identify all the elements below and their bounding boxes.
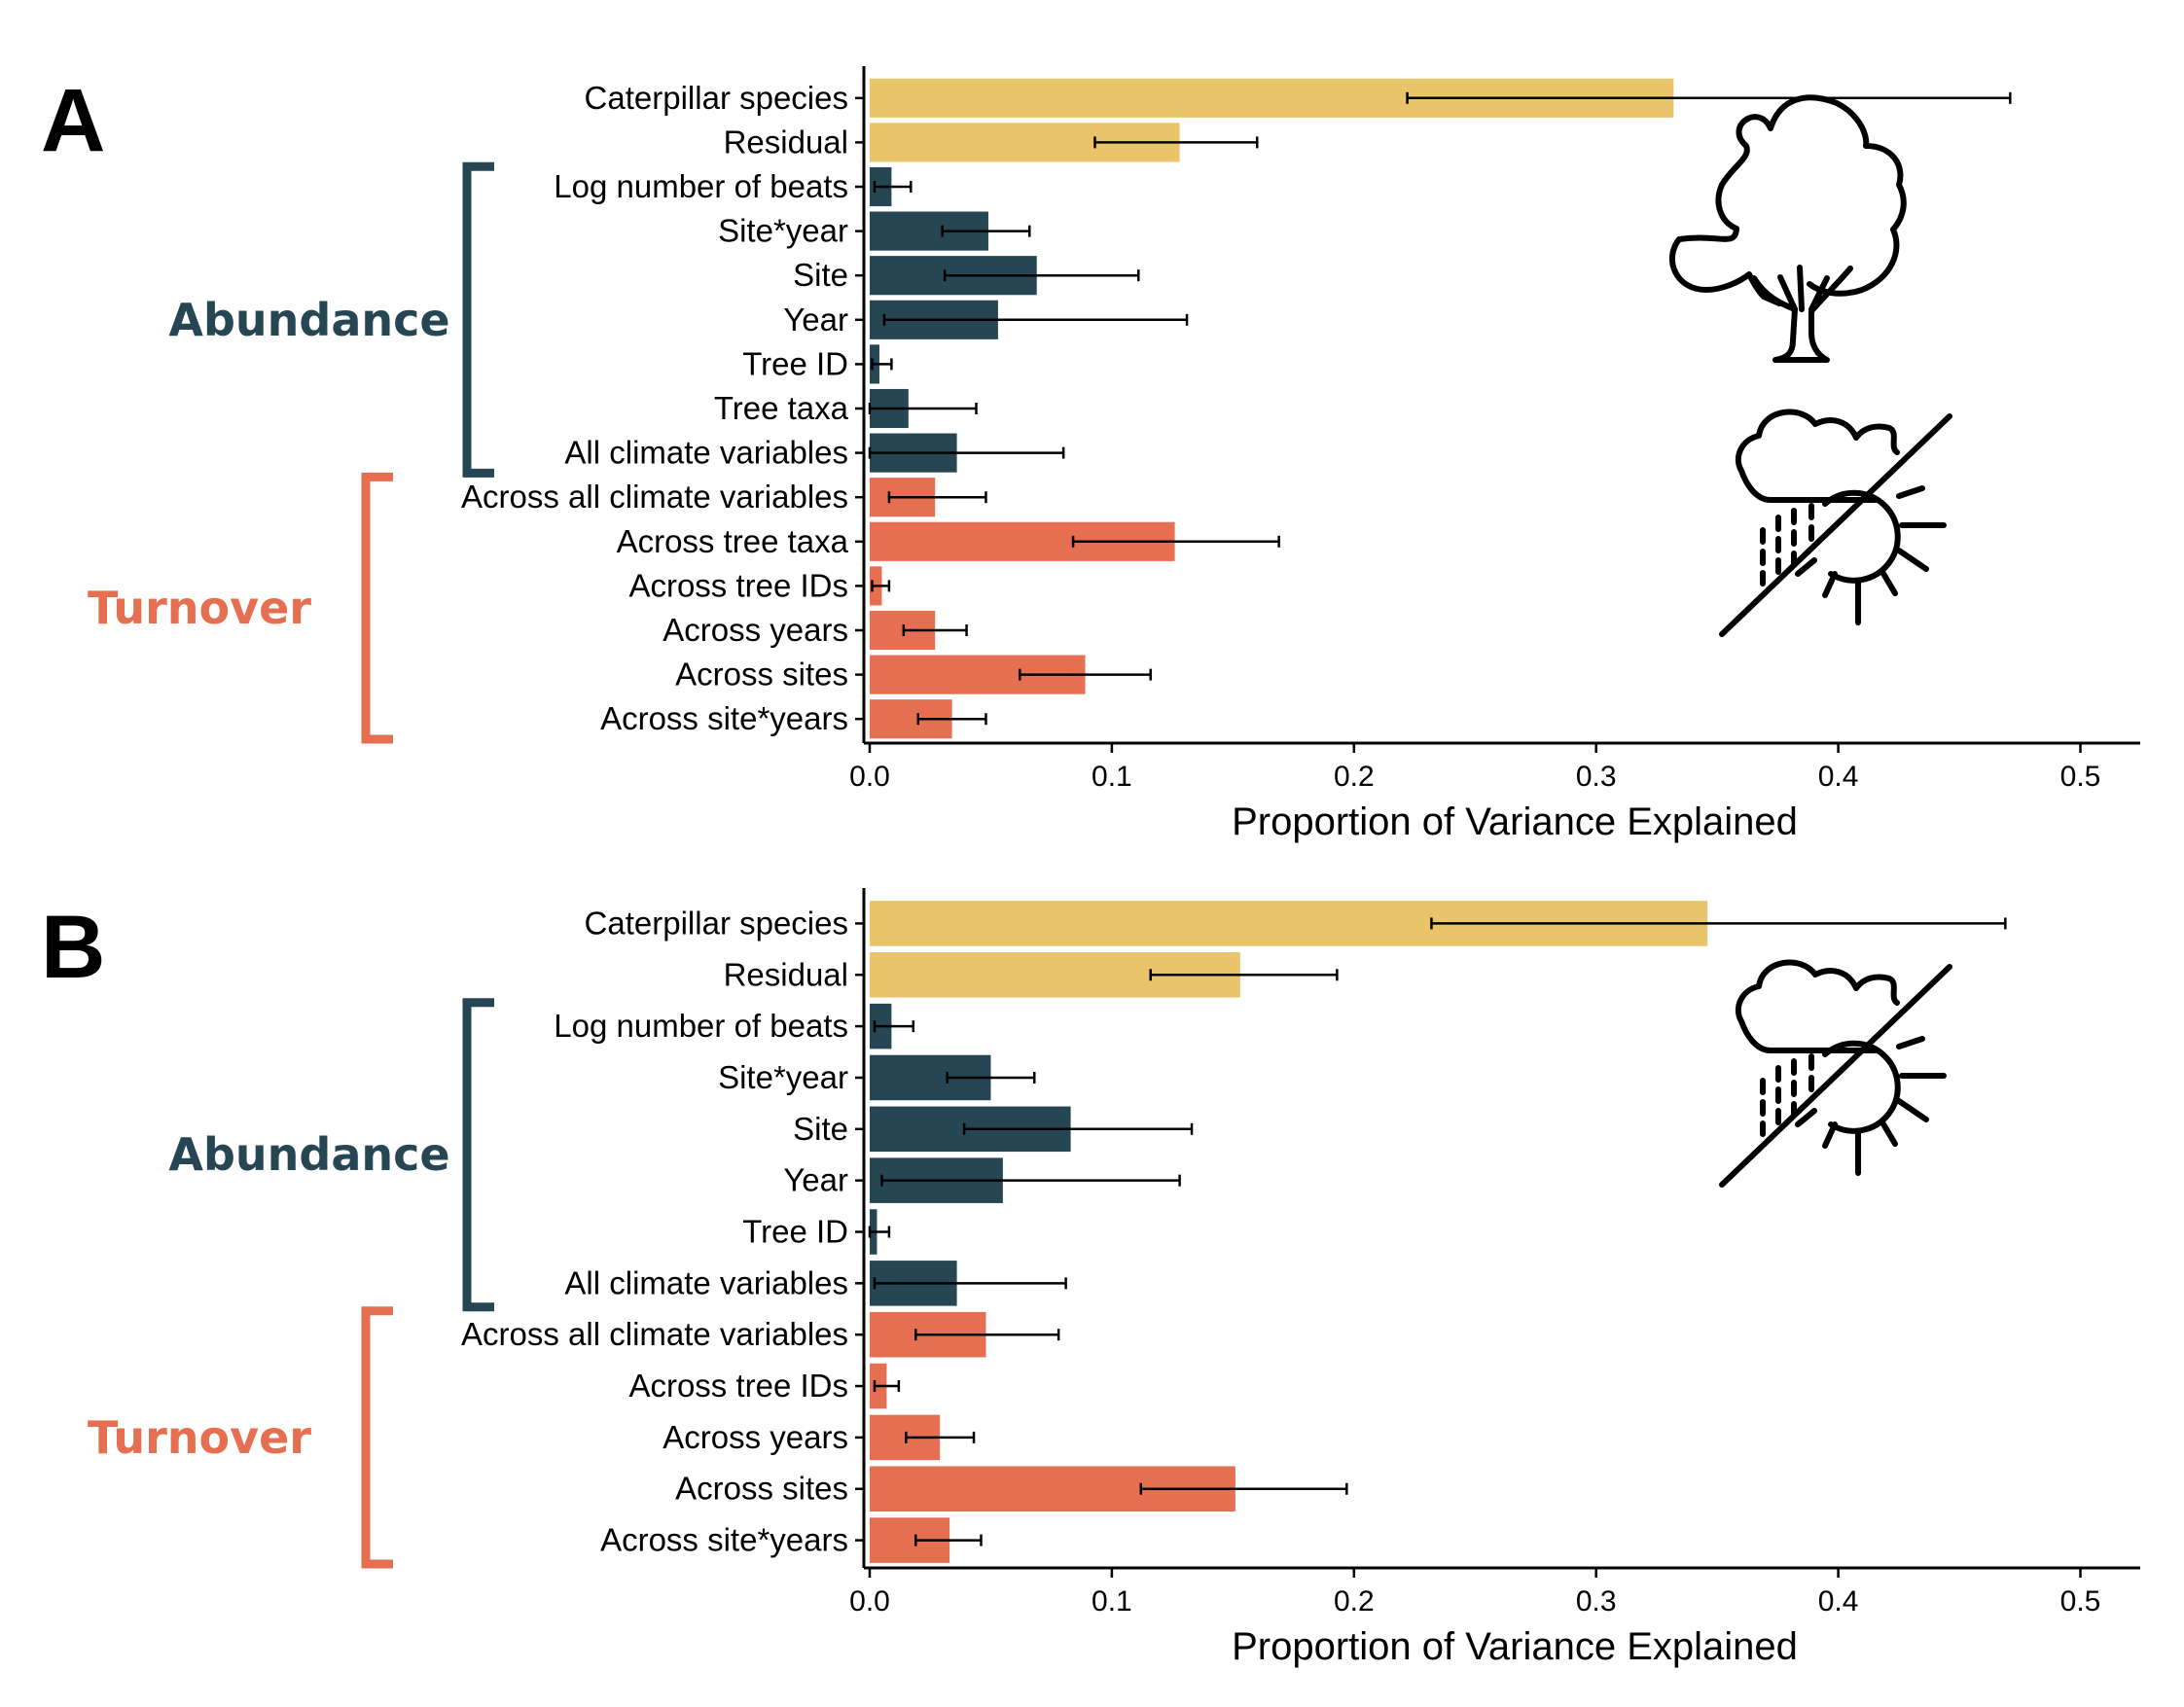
x-tick-label: 0.1 [1092, 761, 1132, 793]
y-tick-label: Site*year [718, 213, 848, 249]
y-tick-label: Across all climate variables [461, 1316, 848, 1352]
y-tick-label: Across site*years [600, 700, 848, 736]
error-bar [902, 624, 968, 636]
y-tick-label: Tree ID [742, 345, 848, 381]
error-bar [880, 1174, 1181, 1187]
error-bar [1019, 668, 1152, 681]
y-tick-label: Residual [724, 956, 848, 992]
error-bar [871, 580, 891, 592]
panel-letter: B [41, 898, 105, 997]
group-bracket [462, 998, 494, 1312]
error-bar [1139, 1482, 1348, 1495]
rain-sun-icon [1719, 959, 1952, 1188]
error-bar [873, 181, 913, 193]
error-bar [873, 1380, 901, 1393]
group-bracket [462, 161, 494, 478]
error-bar [868, 1226, 891, 1238]
x-tick-label: 0.0 [849, 1585, 890, 1618]
error-bar [941, 225, 1031, 237]
y-tick-label: Across sites [675, 657, 848, 693]
x-tick-label: 0.2 [1334, 1585, 1375, 1618]
group-bracket [361, 472, 393, 744]
error-bar [1093, 136, 1259, 149]
x-tick-label: 0.3 [1576, 1585, 1617, 1618]
error-bar [962, 1122, 1194, 1135]
error-bar [914, 1534, 983, 1547]
y-tick-label: Log number of beats [554, 1008, 848, 1044]
error-bar [1406, 91, 2012, 104]
error-bar [871, 358, 893, 371]
error-bar [868, 446, 1065, 459]
y-tick-label: Year [783, 1162, 848, 1198]
y-tick-label: Across site*years [600, 1522, 848, 1558]
y-tick-label: Across years [662, 1419, 848, 1455]
y-tick-label: Across tree IDs [628, 1368, 848, 1404]
group-label: Turnover [88, 582, 311, 634]
y-tick-label: Across years [662, 612, 848, 648]
error-bar [943, 269, 1140, 282]
error-bar [946, 1071, 1036, 1084]
error-bar [1149, 969, 1339, 981]
y-tick-label: Site [793, 1111, 848, 1147]
y-tick-label: Across all climate variables [461, 479, 848, 515]
group-bracket [361, 1306, 393, 1569]
y-tick-label: Across tree IDs [628, 567, 848, 603]
y-tick-label: Tree taxa [714, 390, 849, 426]
error-bar [868, 403, 978, 414]
panel-b: B Caterpillar species Residual Log number o… [41, 888, 2140, 1668]
panel-letter: A [41, 71, 105, 170]
error-bar [887, 491, 987, 504]
error-bar [882, 313, 1189, 326]
group-label: Abundance [168, 294, 449, 346]
y-tick-label: Residual [724, 124, 848, 160]
x-tick-label: 0.0 [849, 761, 890, 793]
x-axis-label: Proportion of Variance Explained [1232, 800, 1798, 843]
group-label: Turnover [88, 1411, 311, 1464]
y-tick-label: Across sites [675, 1471, 848, 1507]
x-tick-label: 0.3 [1576, 761, 1617, 793]
x-tick-label: 0.5 [2060, 761, 2101, 793]
x-axis-label: Proportion of Variance Explained [1232, 1625, 1798, 1668]
y-tick-label: Caterpillar species [585, 905, 848, 941]
error-bar [873, 1277, 1067, 1290]
y-tick-label: Tree ID [742, 1214, 848, 1250]
error-bar [916, 713, 987, 726]
x-tick-label: 0.2 [1334, 761, 1375, 793]
x-tick-label: 0.4 [1818, 1585, 1859, 1618]
rain-sun-icon [1719, 409, 1952, 637]
error-bar [1071, 535, 1280, 548]
y-tick-label: Site [793, 257, 848, 293]
y-tick-label: All climate variables [564, 435, 848, 471]
x-tick-label: 0.1 [1092, 1585, 1132, 1618]
group-label: Abundance [168, 1128, 449, 1181]
x-tick-label: 0.5 [2060, 1585, 2101, 1618]
y-tick-label: Caterpillar species [585, 80, 848, 116]
x-tick-label: 0.4 [1818, 761, 1859, 793]
panel-a: A Caterpillar species Residual Log number o… [41, 66, 2140, 843]
y-tick-label: Log number of beats [554, 168, 848, 204]
y-tick-label: Across tree taxa [617, 523, 849, 559]
error-bar [1430, 917, 2007, 930]
y-tick-label: Site*year [718, 1059, 848, 1095]
y-tick-label: All climate variables [564, 1264, 848, 1300]
error-bar [905, 1431, 976, 1443]
error-bar [914, 1329, 1060, 1341]
y-tick-label: Year [783, 302, 848, 338]
error-bar [873, 1020, 915, 1033]
tree-icon [1668, 94, 1907, 363]
